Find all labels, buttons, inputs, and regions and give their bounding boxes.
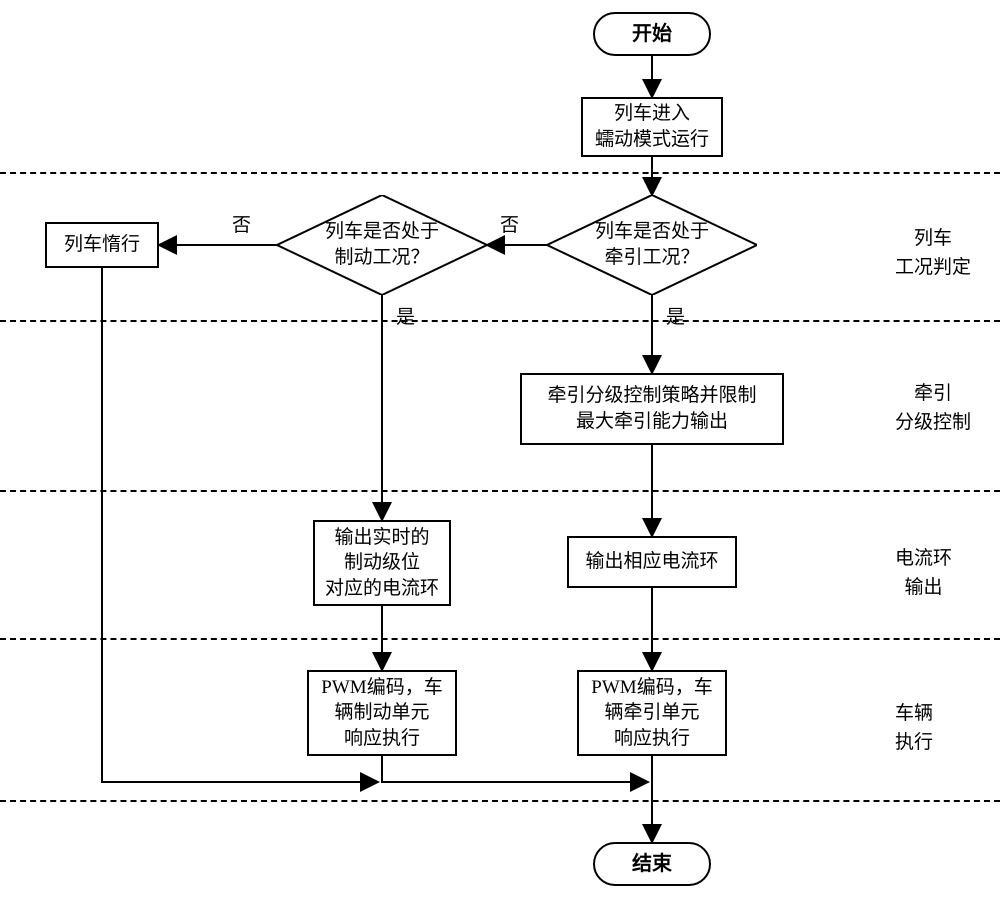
node-d2-line1: 列车是否处于 [325,219,439,245]
edge-label-d1-no: 否 [500,210,519,237]
section-label-3-line1: 电流环 [895,545,952,574]
node-n3b-label: 输出相应电流环 [585,549,718,575]
node-n2-line1: 牵引分级控制策略并限制 [547,383,756,409]
node-pwm-traction: PWM编码，车 辆牵引单元 响应执行 [577,670,727,756]
section-label-4-line2: 执行 [895,729,933,758]
node-pwm-brake: PWM编码，车 辆制动单元 响应执行 [307,670,457,756]
node-n3a-line2: 制动级位 [325,550,439,576]
node-d1-line1: 列车是否处于 [595,219,709,245]
section-label-3-line2: 输出 [895,574,952,603]
node-decision-brake: 列车是否处于 制动工况？ [277,195,487,295]
node-d2-line2: 制动工况？ [325,245,439,271]
node-coast-label: 列车惰行 [64,232,140,258]
section-divider-2 [0,320,1000,322]
section-label-3: 电流环 输出 [895,545,952,602]
node-n4a-line1: PWM编码，车 [321,675,442,701]
edge-label-d2-yes: 是 [396,302,415,329]
edge-label-d2-no: 否 [232,210,251,237]
section-label-4-line1: 车辆 [895,700,933,729]
flowchart-canvas: 开始 列车进入 蠕动模式运行 列车是否处于 牵引工况？ 列车是否处于 制动工况？… [0,0,1000,903]
node-n4b-line3: 响应执行 [591,726,712,752]
node-coast: 列车惰行 [45,222,159,268]
node-traction-current-loop: 输出相应电流环 [567,536,737,588]
section-divider-4 [0,638,1000,640]
node-n1-line2: 蠕动模式运行 [595,127,709,153]
node-n4b-line2: 辆牵引单元 [591,700,712,726]
node-n3a-line3: 对应的电流环 [325,576,439,602]
section-divider-1 [0,172,1000,174]
node-brake-current-loop: 输出实时的 制动级位 对应的电流环 [313,520,451,606]
edge-label-d1-yes: 是 [666,302,685,329]
node-n3a-line1: 输出实时的 [325,525,439,551]
node-n4a-line3: 响应执行 [321,726,442,752]
node-n4a-line2: 辆制动单元 [321,700,442,726]
section-label-2-line1: 牵引 [895,380,971,409]
node-end-label: 结束 [632,851,672,878]
section-label-4: 车辆 执行 [895,700,933,757]
section-label-1: 列车 工况判定 [895,225,971,282]
node-n1-line1: 列车进入 [595,101,709,127]
section-label-2: 牵引 分级控制 [895,380,971,437]
node-traction-grading: 牵引分级控制策略并限制 最大牵引能力输出 [520,373,784,445]
node-n4b-line1: PWM编码，车 [591,675,712,701]
node-decision-traction: 列车是否处于 牵引工况？ [547,195,757,295]
edges-layer [0,0,1000,903]
node-start-label: 开始 [632,21,672,48]
node-end: 结束 [593,842,711,886]
node-enter-creep-mode: 列车进入 蠕动模式运行 [581,97,723,157]
node-d1-line2: 牵引工况？ [595,245,709,271]
section-label-1-line1: 列车 [895,225,971,254]
section-label-1-line2: 工况判定 [895,254,971,283]
section-label-2-line2: 分级控制 [895,409,971,438]
node-n2-line2: 最大牵引能力输出 [547,409,756,435]
node-start: 开始 [593,12,711,56]
section-divider-3 [0,490,1000,492]
section-divider-5 [0,800,1000,802]
